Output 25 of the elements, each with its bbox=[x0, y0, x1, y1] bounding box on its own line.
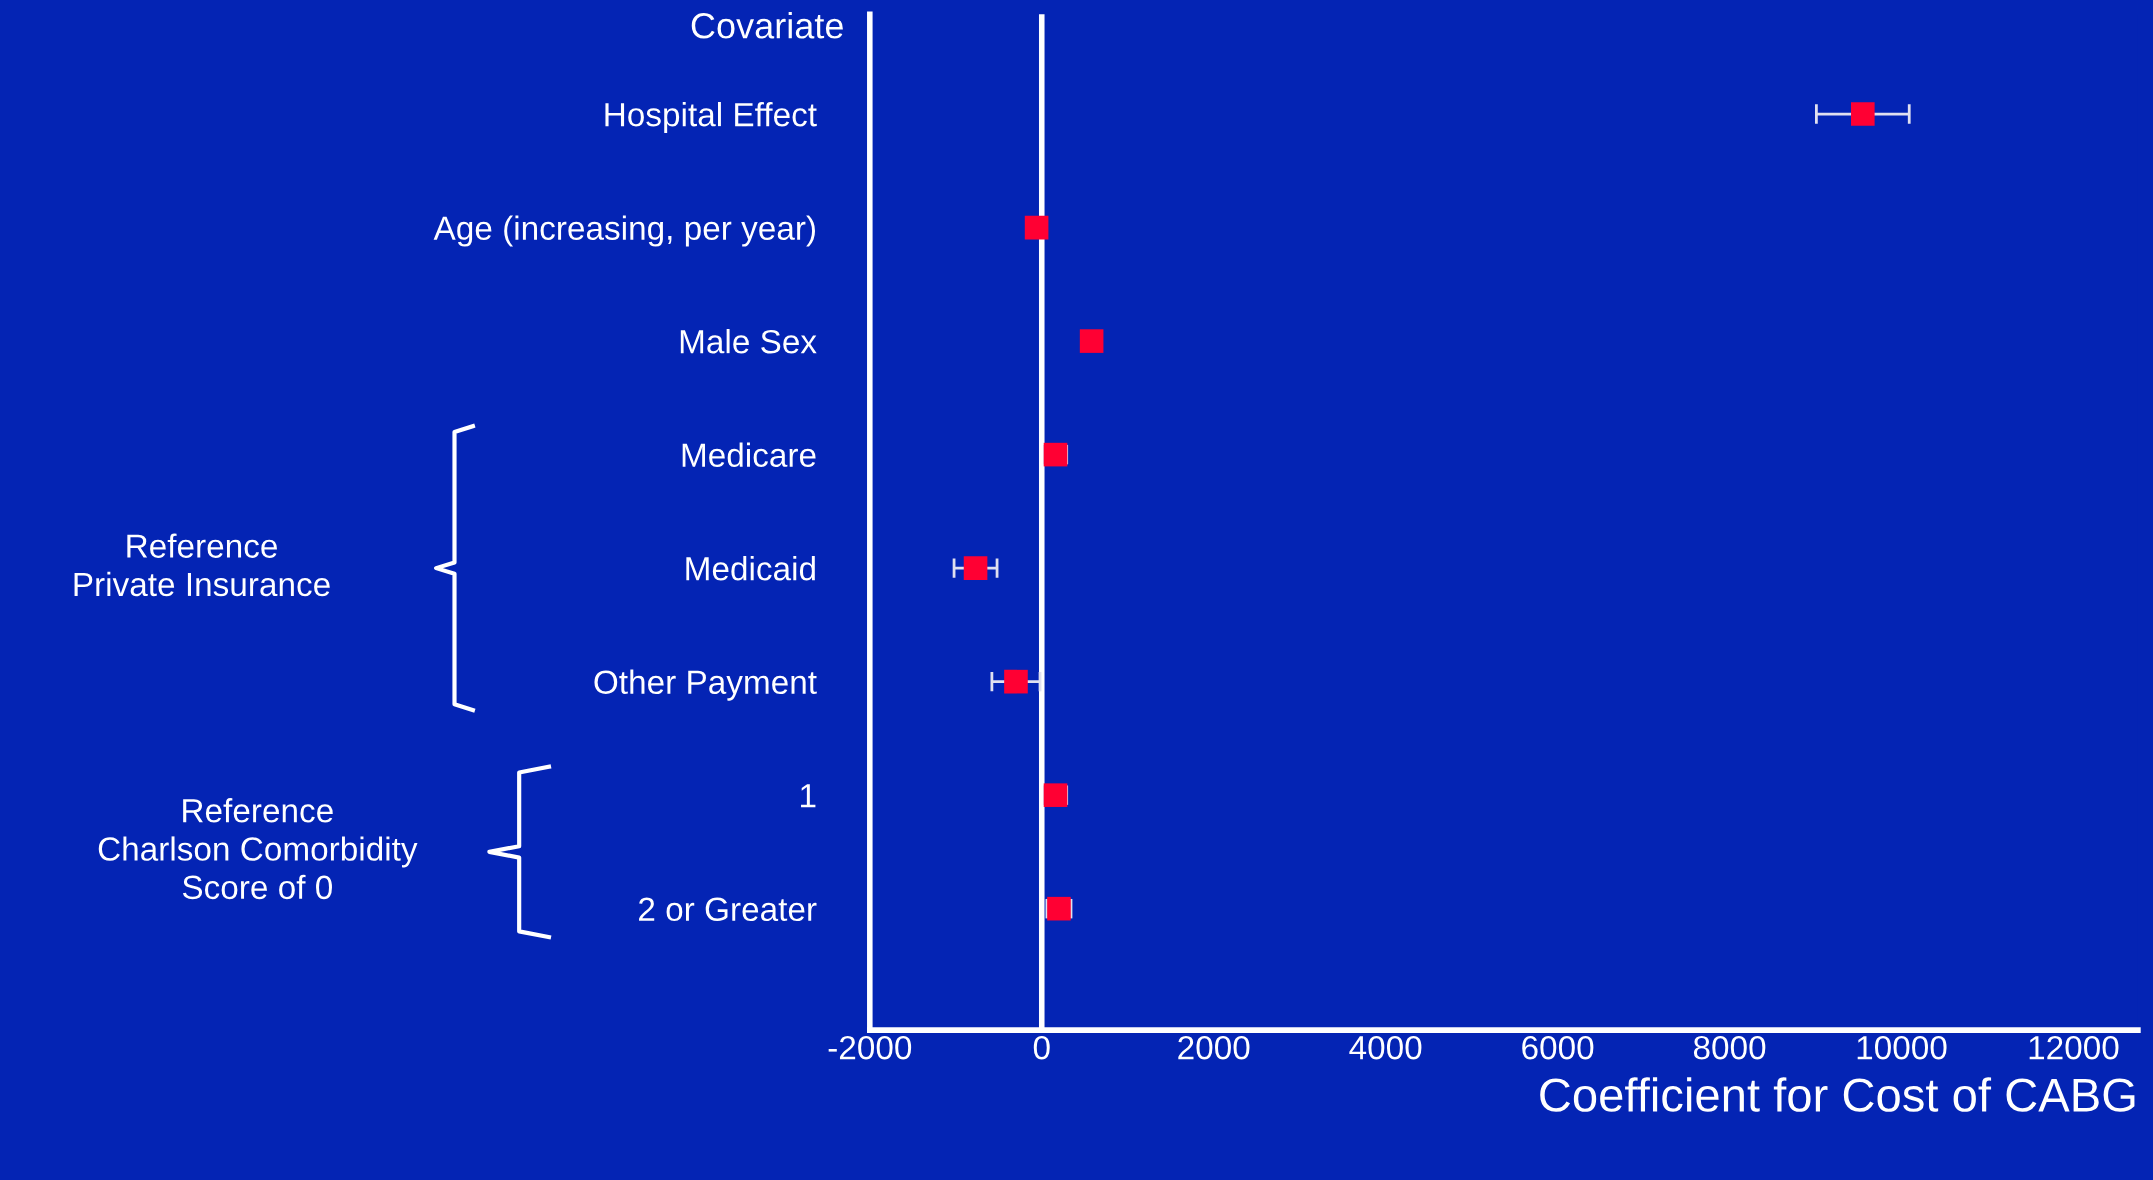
y-tick-label: Medicaid bbox=[686, 556, 815, 581]
point bbox=[1024, 215, 1049, 240]
text: Reference Charlson Comorbidity Score of 0 bbox=[98, 798, 418, 900]
x-tick-label: -2000 bbox=[828, 1035, 912, 1060]
y-tick-label: 2 or Greater bbox=[639, 897, 817, 922]
point bbox=[1851, 102, 1875, 126]
x-tick-label: 2000 bbox=[1178, 1035, 1250, 1060]
x-tick-label: 12000 bbox=[2029, 1035, 2119, 1060]
x-tick-label: 10000 bbox=[1857, 1035, 1947, 1060]
y-tick-label: Other Payment bbox=[594, 669, 817, 701]
y-tick-label: Age (increasing, per year) bbox=[433, 215, 815, 247]
point bbox=[963, 556, 988, 580]
text: Reference Private Insurance bbox=[74, 533, 330, 597]
x-tick-label: 6000 bbox=[1522, 1035, 1594, 1060]
y-tick-label: 1 bbox=[801, 784, 816, 808]
y-tick-label: Male Sex bbox=[680, 329, 817, 354]
text: Covariate bbox=[691, 12, 843, 39]
x-tick-label: 0 bbox=[1033, 1035, 1050, 1060]
x-axis-title: Coefficient for Cost of CABG bbox=[1540, 1077, 2135, 1112]
y-tick-label: Hospital Effect bbox=[605, 101, 817, 134]
point bbox=[1004, 669, 1028, 694]
y-tick-label: Medicare bbox=[682, 442, 816, 468]
x-tick-label: 4000 bbox=[1349, 1035, 1422, 1060]
point bbox=[1079, 329, 1104, 353]
x-tick-label: 8000 bbox=[1693, 1035, 1766, 1060]
